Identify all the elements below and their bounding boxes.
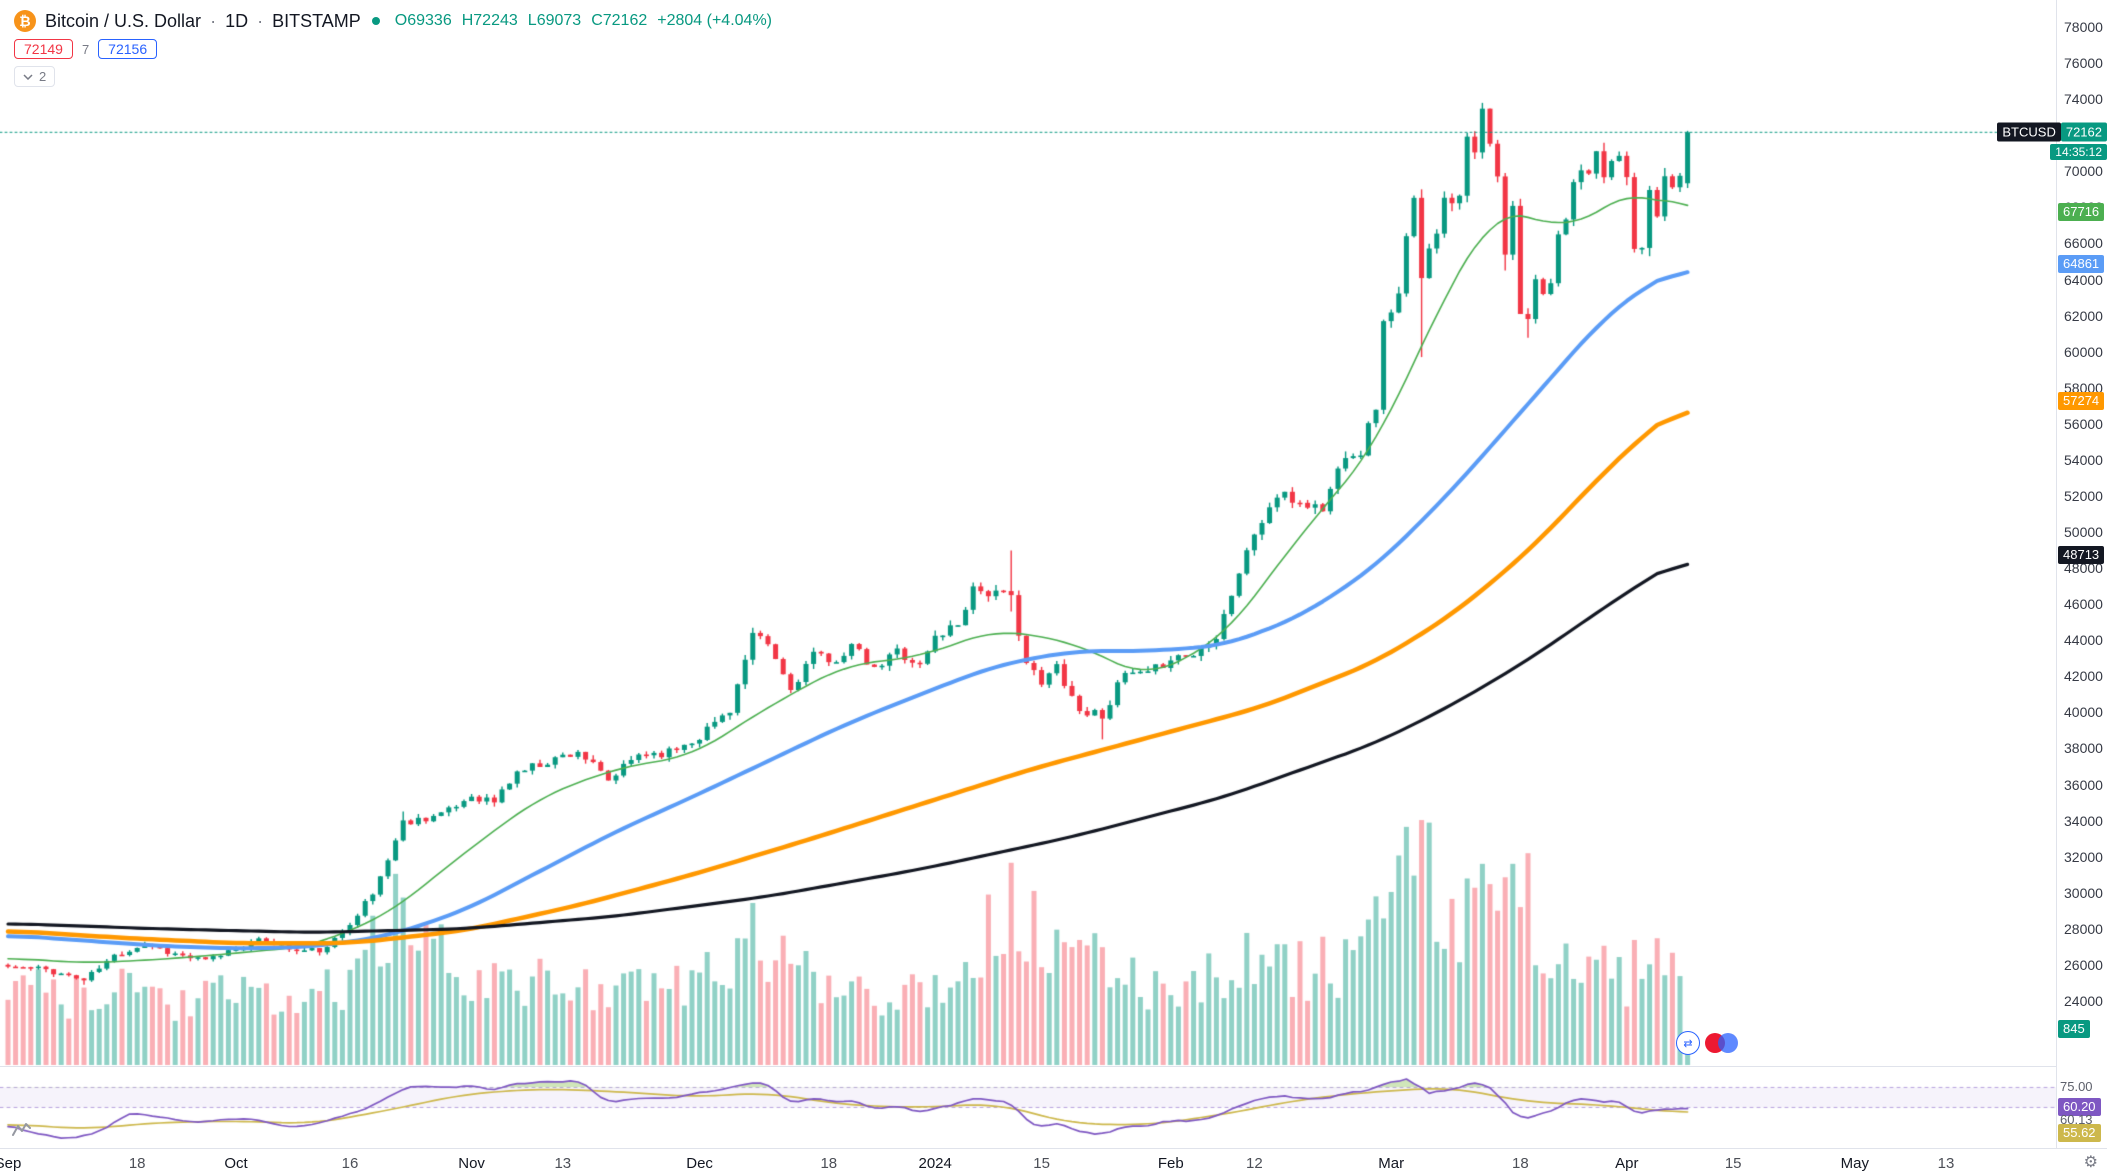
price-tick-label: 36000	[2064, 776, 2103, 793]
gear-icon[interactable]: ⚙	[2083, 1154, 2098, 1171]
price-tick-label: 40000	[2064, 704, 2103, 721]
broker-icon-transfer[interactable]: ⇄	[1676, 1031, 1700, 1055]
rsi-ma-value-tag: 55.62	[2058, 1124, 2101, 1143]
chevron-down-icon	[23, 73, 33, 80]
symbol-tag: BTCUSD	[1997, 122, 2061, 142]
market-status-dot	[371, 17, 380, 25]
chart-legend: ₿ Bitcoin / U.S. Dollar · 1D · BITSTAMP …	[14, 10, 772, 87]
ohlc-readout: O69336 H72243 L69073 C72162 +2804 (+4.04…	[395, 12, 772, 30]
collapsed-indicator-count: 2	[39, 69, 47, 84]
ohlc-close-value: 72162	[602, 12, 648, 29]
ohlc-high-value: 72243	[473, 12, 518, 29]
symbol-legend-row[interactable]: ₿ Bitcoin / U.S. Dollar · 1D · BITSTAMP …	[14, 10, 772, 32]
current-price-tag-row: BTCUSD 72162	[1997, 122, 2107, 142]
price-tick-label: 76000	[2064, 55, 2103, 72]
time-tick-label: 18	[1512, 1155, 1529, 1172]
broker-icon-card[interactable]	[1705, 1032, 1739, 1054]
current-price-tag: 72162	[2060, 122, 2107, 142]
time-tick-label: Feb	[1157, 1155, 1184, 1172]
time-tick-label: 15	[1724, 1155, 1742, 1172]
time-tick-label: 12	[1246, 1155, 1263, 1172]
price-tick-label: 66000	[2064, 235, 2103, 252]
price-tick-label: 38000	[2064, 740, 2103, 757]
price-tick-label: 74000	[2064, 91, 2103, 108]
price-tick-label: 24000	[2064, 993, 2103, 1009]
price-tick-label: 56000	[2064, 415, 2103, 432]
price-tick-label: 28000	[2064, 920, 2103, 937]
price-tick-label: 52000	[2064, 487, 2103, 504]
volume-value-tag: 845	[2058, 1020, 2090, 1038]
time-tick-label: 16	[341, 1155, 359, 1172]
time-tick-label: Mar	[1378, 1155, 1405, 1172]
ma100-value-tag: 57274	[2058, 391, 2105, 410]
ohlc-open-label: O	[394, 12, 408, 29]
tradingview-logo	[12, 1122, 32, 1143]
ohlc-low-label: L	[527, 12, 537, 29]
ohlc-open-value: 69336	[407, 12, 452, 29]
rsi-value-tag: 60.20	[2058, 1098, 2101, 1117]
time-tick-label: 13	[554, 1155, 572, 1172]
ma50-value-tag: 64861	[2058, 254, 2105, 273]
time-tick-label: 15	[1033, 1155, 1050, 1172]
ohlc-close-label: C	[591, 12, 603, 29]
bar-countdown-tag: 14:35:12	[2050, 144, 2107, 161]
price-tick-label: 50000	[2064, 524, 2103, 541]
time-tick-label: Oct	[224, 1155, 248, 1172]
ma20-value-tag: 67716	[2058, 203, 2105, 222]
pane-divider[interactable]	[0, 1066, 2107, 1067]
interval-label[interactable]: 1D	[225, 10, 249, 31]
time-tick-label: Dec	[686, 1155, 713, 1172]
sell-price-button[interactable]: 72149	[14, 39, 73, 59]
rsi-band-label: 75.00	[2060, 1079, 2093, 1095]
rsi-level-label: 60.13	[2060, 1112, 2093, 1128]
price-tick-label: 44000	[2064, 632, 2103, 649]
price-scale[interactable]: 7800076000740007200070000680006600064000…	[2056, 0, 2107, 1148]
broker-icons: ⇄	[1676, 1031, 1739, 1055]
exchange-label: BITSTAMP	[272, 10, 361, 31]
bitcoin-icon: ₿	[14, 10, 36, 32]
ma200-value-tag: 48713	[2058, 546, 2105, 565]
price-tick-label: 70000	[2064, 163, 2103, 180]
price-tick-label: 42000	[2064, 668, 2103, 685]
price-tick-label: 64000	[2064, 271, 2103, 288]
separator-dot: ·	[210, 10, 217, 31]
price-tick-label: 60000	[2064, 343, 2103, 360]
time-tick-label: 18	[128, 1155, 146, 1172]
time-tick-label: 13	[1937, 1155, 1955, 1172]
price-tick-label: 58000	[2064, 379, 2103, 396]
price-tick-label: 78000	[2064, 19, 2103, 35]
buy-price-button[interactable]: 72156	[98, 39, 158, 59]
price-tick-label: 26000	[2064, 956, 2103, 973]
time-tick-label: Nov	[458, 1155, 485, 1172]
price-tick-label: 54000	[2064, 451, 2103, 468]
separator-dot: ·	[257, 10, 264, 31]
change-readout: +2804 (+4.04%)	[657, 12, 772, 29]
price-tick-label: 46000	[2064, 596, 2103, 613]
price-tick-label: 30000	[2064, 884, 2103, 901]
time-tick-label: Apr	[1615, 1155, 1639, 1172]
price-tick-label: 32000	[2064, 848, 2103, 865]
price-tick-label: 34000	[2064, 812, 2103, 829]
time-tick-label: 18	[820, 1155, 838, 1172]
time-tick-label: May	[1840, 1155, 1869, 1172]
time-tick-label: 2024	[918, 1155, 952, 1172]
ohlc-low-value: 69073	[536, 12, 582, 29]
quote-row: 72149 7 72156	[14, 39, 772, 59]
indicators-collapse-button[interactable]: 2	[14, 66, 56, 87]
time-axis[interactable]: ⚙ Sep 18 Oct 16 Nov 13 Dec 18 2024 15 Feb 12 Mar 18 Ap…	[0, 1148, 2107, 1175]
ohlc-high-label: H	[461, 12, 474, 29]
spread-value: 7	[81, 41, 90, 57]
symbol-title[interactable]: Bitcoin / U.S. Dollar	[45, 10, 202, 31]
time-tick-label: Sep	[0, 1155, 22, 1172]
price-tick-label: 62000	[2064, 307, 2103, 324]
